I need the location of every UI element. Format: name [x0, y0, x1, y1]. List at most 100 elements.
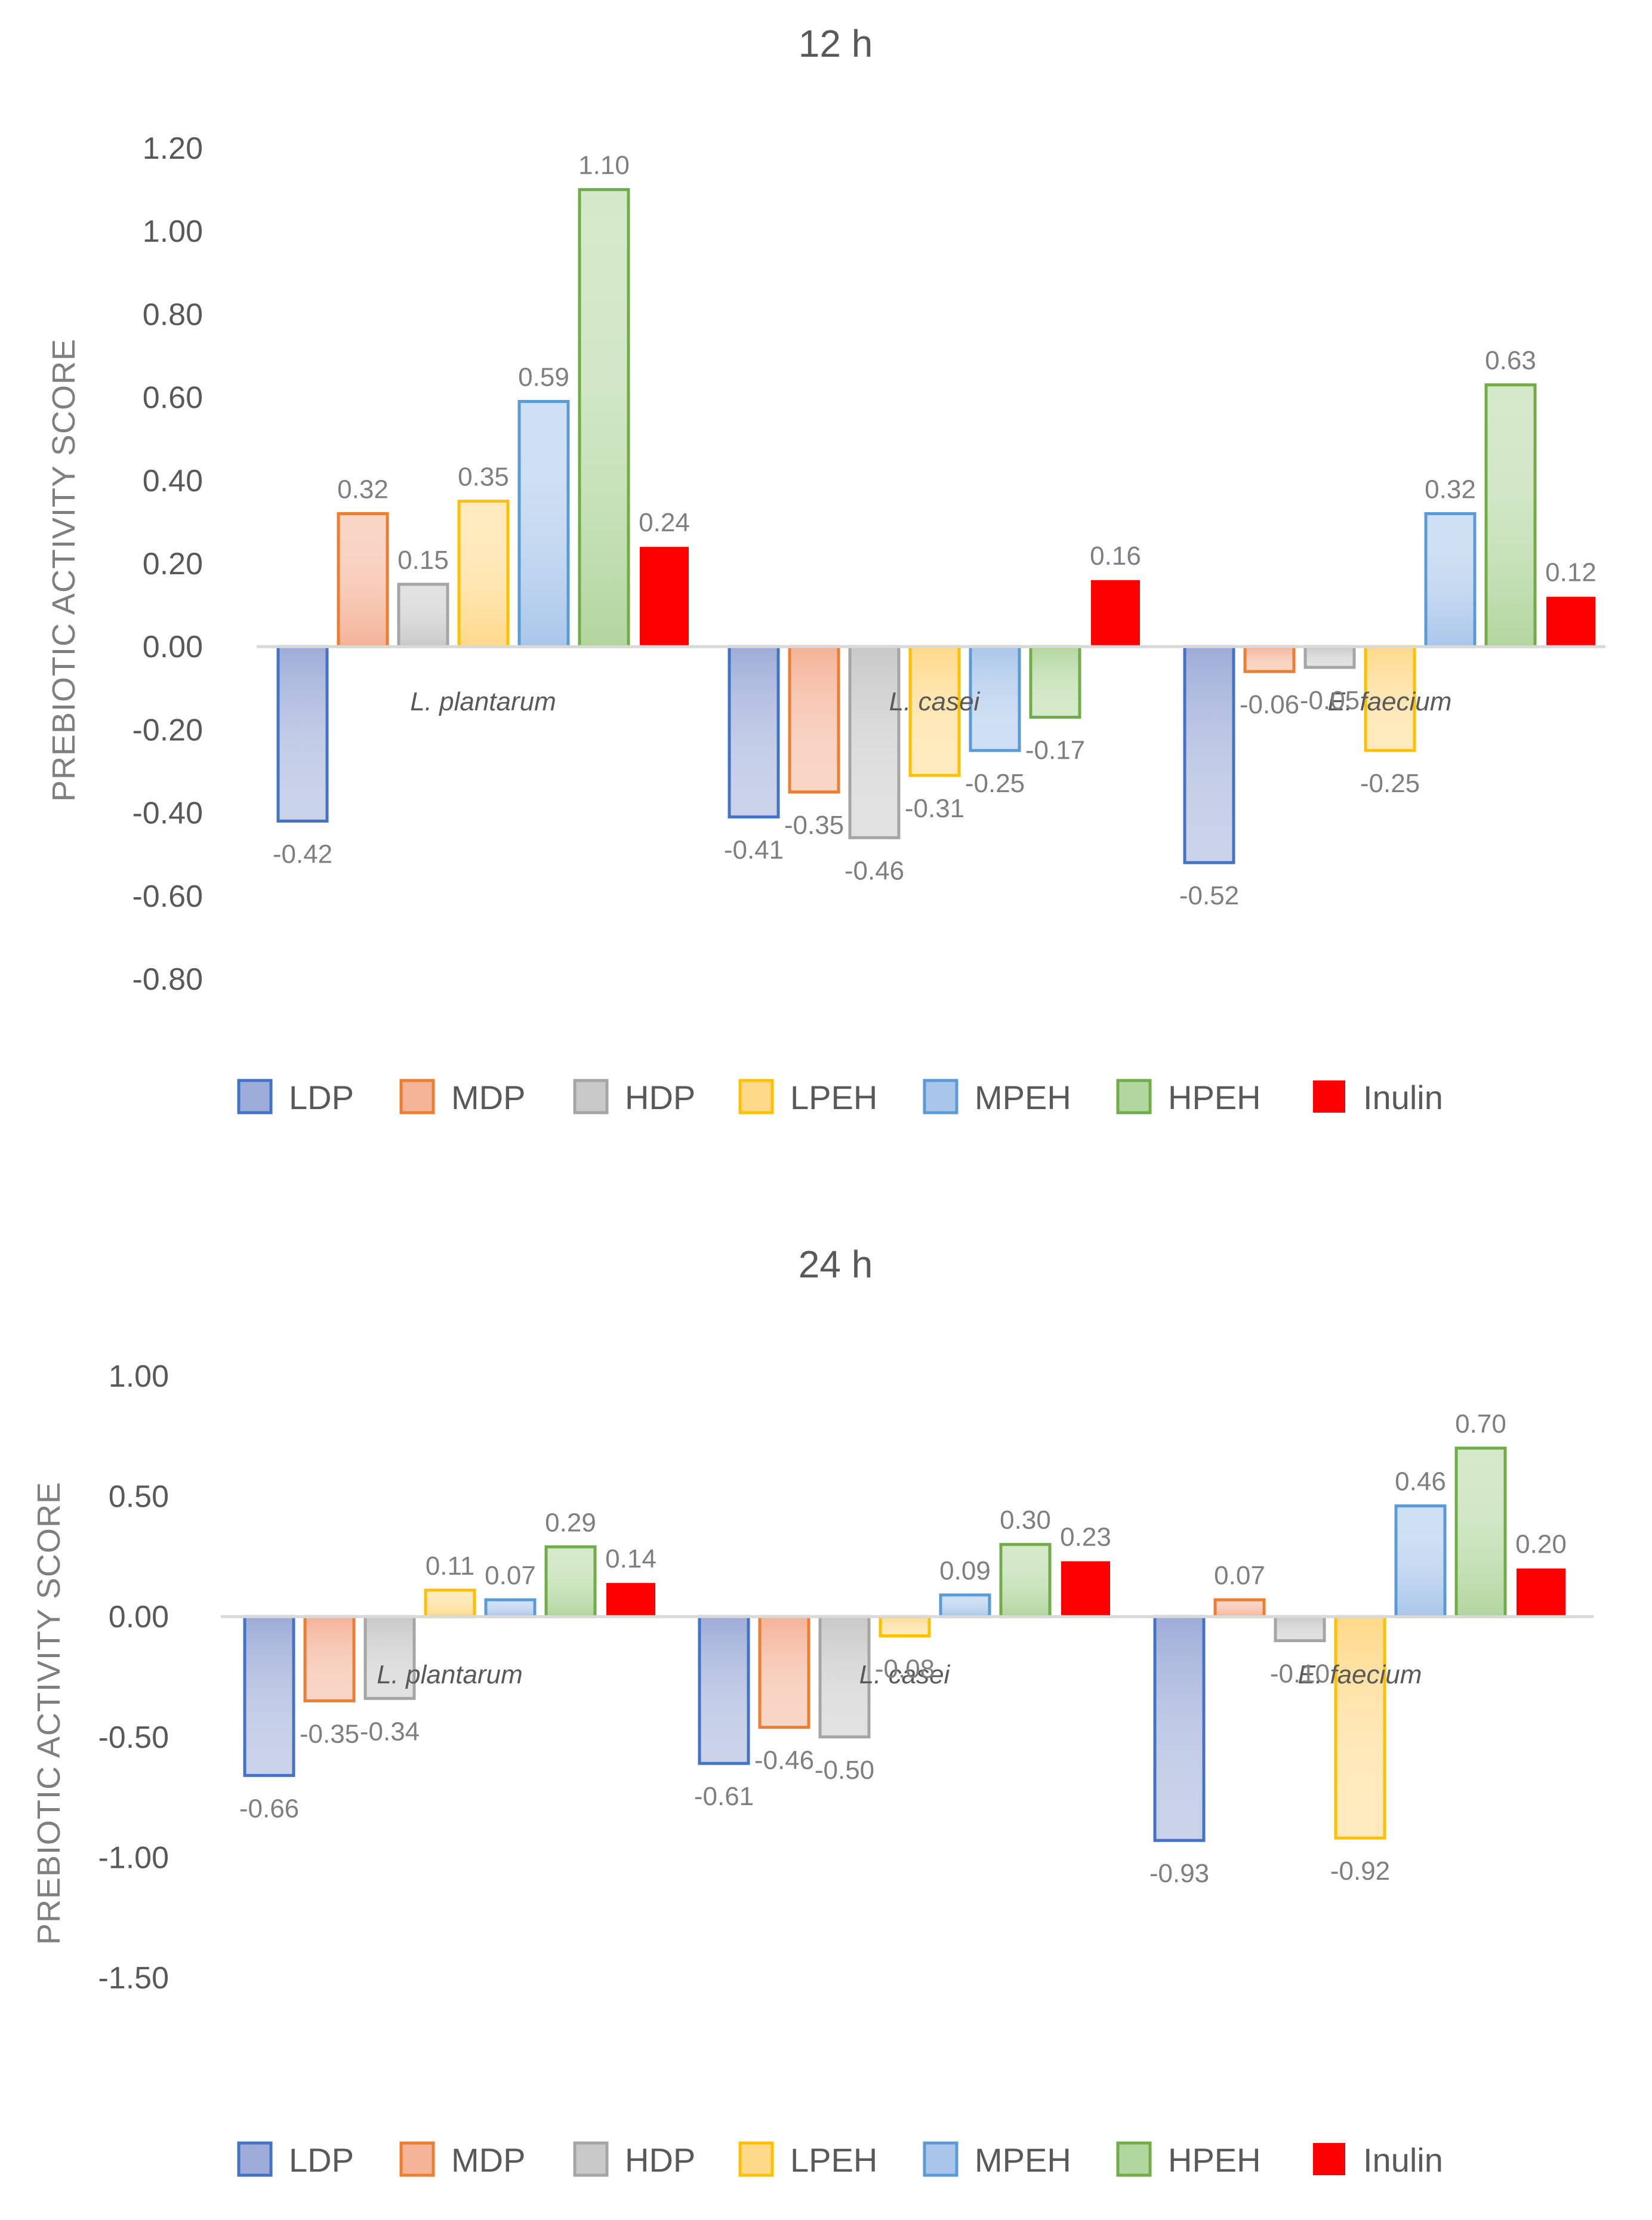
- data-label: -0.52: [1179, 881, 1239, 910]
- bar-mpeh: [1394, 1504, 1447, 1618]
- legend-label: MPEH: [975, 1079, 1071, 1116]
- data-labels: -0.66 -0.61 -0.93 -0.35 -0.46 0.07 -0.34 -0.50 -…: [239, 1409, 1567, 1888]
- bar-mdp: [758, 1615, 810, 1729]
- data-label: -0.41: [724, 836, 784, 865]
- bar-hpeh: [1484, 383, 1537, 648]
- data-label: 0.35: [458, 463, 509, 492]
- data-label: -0.35: [300, 1719, 359, 1748]
- bar-hpeh: [999, 1542, 1052, 1618]
- data-label: -0.25: [1360, 769, 1420, 798]
- legend-label: Inulin: [1363, 1079, 1443, 1116]
- category-label: E. faecium: [1298, 1660, 1422, 1689]
- chart-title: 12 h: [799, 22, 873, 65]
- bar-lpeh: [1364, 645, 1416, 752]
- bar-inulin: [1061, 1561, 1110, 1617]
- y-ticks: 1.20 1.00 0.80 0.60 0.40 0.20 0.00 -0.20 -0.40 -0…: [132, 131, 203, 997]
- data-label: -0.42: [273, 840, 332, 869]
- bar-inulin: [1517, 1568, 1565, 1617]
- legend-swatch-inulin: [1313, 2143, 1345, 2175]
- y-tick-label: -0.40: [132, 796, 203, 831]
- bar-hdp: [363, 1615, 416, 1700]
- data-label: 0.23: [1060, 1522, 1111, 1551]
- legend-label: LPEH: [790, 1079, 877, 1116]
- category-labels: L. plantarum L. casei E. faecium: [377, 1660, 1422, 1689]
- data-label: 0.29: [545, 1508, 596, 1537]
- bar-hdp: [818, 1615, 871, 1739]
- bar-ldp: [728, 645, 780, 819]
- y-tick-label: 0.00: [143, 630, 203, 664]
- data-label: 0.20: [1515, 1530, 1567, 1559]
- data-label: -0.92: [1330, 1856, 1390, 1886]
- data-label: -0.61: [694, 1782, 754, 1811]
- data-label: 0.11: [426, 1551, 474, 1581]
- y-tick-label: 0.20: [143, 547, 203, 581]
- legend-label: MPEH: [975, 2141, 1071, 2179]
- y-tick-label: -1.00: [98, 1840, 169, 1875]
- data-label: 0.59: [518, 363, 569, 392]
- bar-mpeh: [1424, 512, 1477, 648]
- legend-swatch-hpeh: [1116, 1079, 1152, 1114]
- data-label: 0.46: [1395, 1467, 1446, 1497]
- legend: LDP MDP HDP LPEH MPEH HPEH Inulin: [237, 1079, 1443, 1116]
- data-label: 0.32: [1425, 475, 1476, 504]
- bar-mdp: [337, 512, 389, 648]
- data-label: 0.07: [485, 1561, 536, 1590]
- bar-lpeh: [879, 1615, 931, 1637]
- bar-mdp: [788, 645, 840, 794]
- y-tick-label: -0.80: [132, 962, 203, 997]
- data-label: -0.25: [965, 769, 1025, 798]
- data-label: 0.09: [939, 1556, 991, 1585]
- bar-hpeh: [578, 188, 630, 648]
- y-tick-label: 0.60: [143, 381, 203, 415]
- legend-swatch-mdp: [399, 2141, 435, 2177]
- bar-hpeh: [544, 1545, 597, 1618]
- category-label: L. plantarum: [410, 687, 556, 716]
- bar-inulin: [1546, 596, 1595, 647]
- legend-label: HPEH: [1168, 1079, 1261, 1116]
- legend-label: MDP: [451, 2141, 525, 2179]
- category-label: L. casei: [889, 687, 981, 716]
- data-label: 0.70: [1455, 1409, 1506, 1439]
- bar-lpeh: [424, 1588, 476, 1618]
- y-tick-label: 0.50: [109, 1480, 169, 1514]
- legend-swatch-hpeh: [1116, 2141, 1152, 2177]
- data-label: -0.93: [1149, 1859, 1209, 1888]
- legend-swatch-mpeh: [923, 1079, 958, 1114]
- legend-swatch-hdp: [573, 2141, 609, 2177]
- y-tick-label: 1.00: [143, 214, 203, 249]
- legend-swatch-lpeh: [738, 2141, 774, 2177]
- data-label: -0.17: [1025, 736, 1085, 765]
- data-label: -0.08: [875, 1654, 935, 1683]
- data-label: -0.46: [845, 856, 904, 885]
- legend-swatch-hdp: [573, 1079, 609, 1114]
- bar-hdp: [848, 645, 901, 839]
- data-label: -0.46: [754, 1746, 814, 1775]
- bar-hpeh: [1454, 1446, 1507, 1618]
- category-label: L. plantarum: [377, 1660, 523, 1689]
- legend: LDP MDP HDP LPEH MPEH HPEH Inulin: [237, 2141, 1443, 2179]
- chart-12h: 12 h PREBIOTIC ACTIVITY SCORE 1.20 1.00 0.…: [46, 22, 1605, 1116]
- legend-swatch-inulin: [1313, 1080, 1345, 1113]
- data-label: -0.35: [784, 811, 844, 840]
- data-label: -0.31: [905, 794, 964, 823]
- data-label: 0.14: [605, 1544, 657, 1574]
- legend-swatch-mpeh: [923, 2141, 958, 2177]
- bar-ldp: [1183, 645, 1235, 864]
- y-tick-label: 0.40: [143, 464, 203, 498]
- legend-label: Inulin: [1363, 2141, 1443, 2179]
- y-axis-label: PREBIOTIC ACTIVITY SCORE: [46, 338, 82, 802]
- bar-ldp: [698, 1615, 750, 1765]
- bar-mpeh: [484, 1598, 537, 1618]
- data-label: -0.06: [1240, 690, 1299, 719]
- data-label: -0.05: [1300, 686, 1360, 715]
- y-tick-label: -0.20: [132, 713, 203, 747]
- legend-label: HDP: [625, 2141, 695, 2179]
- y-tick-label: 1.20: [143, 131, 203, 166]
- data-labels: -0.42 -0.41 -0.52 0.32 -0.35 -0.06 0.15 -0.46 -0…: [273, 151, 1596, 911]
- legend-swatch-mdp: [399, 1079, 435, 1114]
- bar-ldp: [276, 645, 329, 823]
- chart-title: 24 h: [799, 1243, 873, 1286]
- y-axis-label: PREBIOTIC ACTIVITY SCORE: [31, 1482, 67, 1945]
- y-tick-label: 0.00: [109, 1600, 169, 1634]
- bar-inulin: [606, 1582, 655, 1617]
